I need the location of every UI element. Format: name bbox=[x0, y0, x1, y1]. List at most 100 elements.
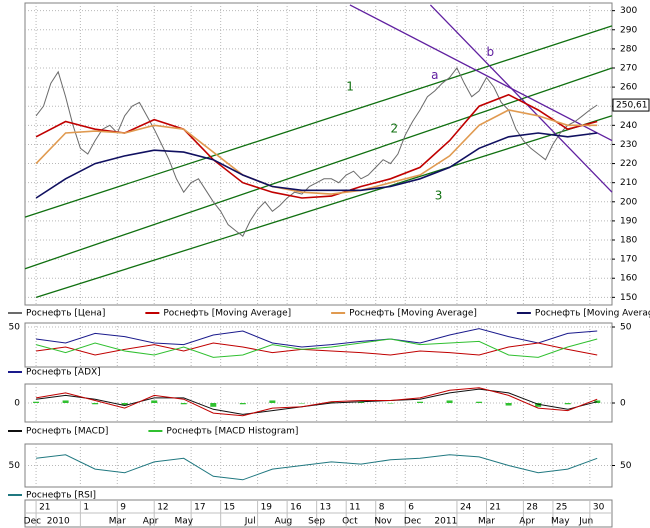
y-tick-label: 170 bbox=[620, 255, 637, 265]
x-month-label: Jul bbox=[244, 517, 256, 527]
panel-frame bbox=[24, 2, 613, 306]
y-tick-label: 290 bbox=[620, 25, 637, 35]
channel-line bbox=[24, 25, 613, 218]
histogram-bar bbox=[151, 400, 158, 403]
series-line bbox=[36, 387, 598, 417]
y-tick-label: 210 bbox=[620, 178, 637, 188]
series-line bbox=[35, 93, 598, 199]
legend-label: Роснефть [ADX] bbox=[26, 368, 101, 378]
x-month-label: Mar bbox=[109, 517, 126, 527]
x-tick-label: 15 bbox=[224, 503, 235, 513]
line-label: b bbox=[486, 45, 494, 59]
x-tick-label: 8 bbox=[379, 503, 385, 513]
panel-frame bbox=[24, 322, 613, 368]
histogram-bar bbox=[387, 403, 394, 404]
histogram-bar bbox=[357, 401, 364, 403]
y-tick-label: 190 bbox=[620, 216, 637, 226]
histogram-bar bbox=[446, 400, 453, 403]
histogram-bar bbox=[121, 403, 128, 406]
line-label: 1 bbox=[346, 80, 354, 94]
legend-label: Роснефть [Moving Average] bbox=[535, 309, 650, 319]
y-tick-label: 200 bbox=[620, 197, 637, 207]
x-month-label: Dec bbox=[404, 517, 421, 527]
x-tick-label: 16 bbox=[290, 503, 302, 513]
x-tick-label: 6 bbox=[408, 503, 414, 513]
x-tick-label: 19 bbox=[261, 503, 273, 513]
histogram-bar bbox=[564, 403, 571, 405]
x-month-label: May bbox=[551, 517, 570, 527]
x-month-label: Apr bbox=[143, 517, 159, 527]
legend-label: Роснефть [MACD] bbox=[26, 427, 108, 437]
histogram-bar bbox=[180, 403, 187, 405]
channel-line bbox=[24, 67, 613, 270]
legend-label: Роснефть [RSI] bbox=[26, 491, 96, 501]
x-tick-label: 21 bbox=[489, 503, 500, 513]
x-month-label: May bbox=[174, 517, 193, 527]
channel-line bbox=[35, 115, 613, 299]
x-month-label: Apr bbox=[519, 517, 535, 527]
y-tick-label: 50 bbox=[9, 461, 21, 471]
x-month-label: Oct bbox=[342, 517, 358, 527]
y-tick-label: 280 bbox=[620, 44, 637, 54]
y-tick-label: 0 bbox=[620, 399, 626, 409]
x-tick-label: 21 bbox=[39, 503, 50, 513]
x-month-label: 2011 bbox=[434, 517, 457, 527]
y-tick-label: 150 bbox=[620, 293, 637, 303]
legend-label: Роснефть [MACD Histogram] bbox=[166, 427, 298, 437]
histogram-bar bbox=[535, 403, 542, 407]
series-line bbox=[35, 338, 598, 358]
legend-label: Роснефть [Moving Average] bbox=[163, 309, 291, 319]
series-line bbox=[35, 67, 598, 237]
y-tick-label: 0 bbox=[14, 399, 20, 409]
histogram-bar bbox=[210, 403, 217, 407]
channel-line bbox=[349, 4, 613, 142]
series-line bbox=[35, 132, 598, 199]
y-tick-label: 50 bbox=[9, 323, 21, 333]
histogram-bar bbox=[62, 400, 69, 403]
series-line bbox=[36, 454, 598, 481]
legend-label: Роснефть [Moving Average] bbox=[349, 309, 477, 319]
x-month-label: Jun bbox=[578, 517, 593, 527]
histogram-bar bbox=[417, 401, 424, 403]
x-month-label: Mar bbox=[478, 517, 495, 527]
x-tick-label: 13 bbox=[320, 503, 331, 513]
last-value-label: 250,61 bbox=[616, 101, 648, 111]
y-tick-label: 260 bbox=[620, 83, 637, 93]
x-tick-label: 17 bbox=[194, 503, 205, 513]
series-line bbox=[36, 388, 598, 415]
y-tick-label: 240 bbox=[620, 121, 637, 131]
y-tick-label: 270 bbox=[620, 63, 637, 73]
x-tick-label: 24 bbox=[460, 503, 472, 513]
series-line bbox=[36, 328, 598, 348]
y-tick-label: 300 bbox=[620, 6, 637, 16]
y-tick-label: 230 bbox=[620, 140, 637, 150]
y-tick-label: 220 bbox=[620, 159, 637, 169]
histogram-bar bbox=[594, 400, 601, 403]
x-month-label: 2010 bbox=[47, 517, 70, 527]
x-month-label: Dec bbox=[24, 517, 41, 527]
channel-line bbox=[429, 4, 613, 193]
x-tick-label: 25 bbox=[556, 503, 567, 513]
histogram-bar bbox=[33, 401, 40, 403]
histogram-bar bbox=[476, 401, 483, 403]
x-tick-label: 30 bbox=[593, 503, 605, 513]
x-tick-label: 9 bbox=[120, 503, 126, 513]
legend-label: Роснефть [Цена] bbox=[26, 309, 105, 319]
line-label: 2 bbox=[390, 122, 398, 136]
histogram-bar bbox=[269, 400, 276, 403]
x-month-label: Sep bbox=[308, 517, 325, 527]
x-tick-label: 28 bbox=[526, 503, 538, 513]
y-tick-label: 160 bbox=[620, 274, 637, 284]
x-month-label: Aug bbox=[275, 517, 293, 527]
histogram-bar bbox=[239, 403, 246, 405]
y-tick-label: 180 bbox=[620, 236, 637, 246]
last-value-box bbox=[612, 98, 650, 112]
series-line bbox=[35, 109, 598, 195]
series-line bbox=[36, 342, 598, 356]
histogram-bar bbox=[505, 403, 512, 406]
line-label: a bbox=[431, 68, 438, 82]
x-month-label: Nov bbox=[374, 517, 392, 527]
x-tick-label: 11 bbox=[349, 503, 360, 513]
x-tick-label: 1 bbox=[83, 503, 89, 513]
